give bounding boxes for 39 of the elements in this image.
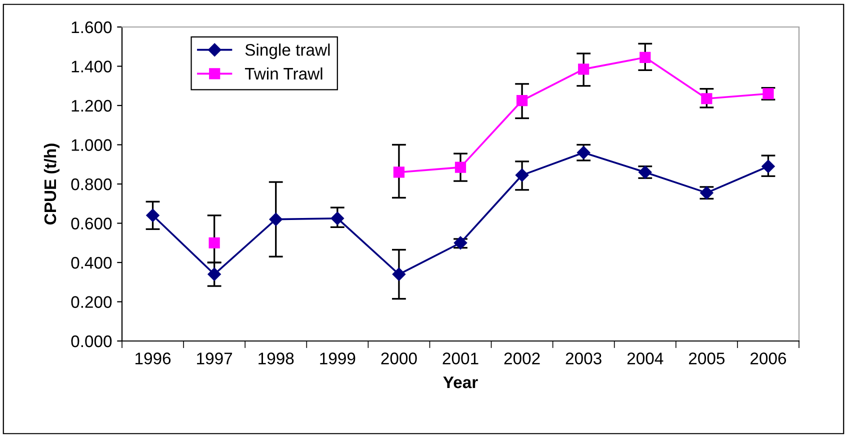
y-tick-label: 1.000 [72,139,112,151]
y-tick-label: 0.200 [71,296,112,308]
x-tick-label: 2001 [442,352,478,364]
x-tick-label: 1996 [136,352,171,364]
x-tick-label: 1998 [258,352,294,364]
x-tick-label: 2004 [627,352,664,364]
y-tick-label: 1.400 [72,60,112,72]
y-tick-label: 1.200 [72,100,112,112]
y-tick-label: 0.800 [71,178,112,190]
y-tick-label: 0.000 [71,335,112,348]
point [640,52,651,63]
y-axis-title: CPUE (t/h) [44,144,60,225]
x-tick-label: 1997 [197,352,232,364]
y-tick-label: 0.400 [71,256,112,269]
legend-label: Twin Trawl [244,67,322,80]
point [208,237,220,248]
point [516,95,528,106]
point [330,212,344,225]
x-tick-label: 2002 [504,352,540,364]
legend-label: Single trawl [245,44,330,60]
point [208,268,221,281]
point [762,88,774,100]
x-tick-label: 2000 [381,352,417,364]
point [393,166,405,178]
x-tick-label: 2003 [566,352,602,364]
point [146,208,160,222]
x-tick-label: 2006 [750,352,786,364]
y-tick-label: 1.600 [72,21,112,34]
x-axis-title: Year [443,376,478,388]
point [515,168,529,182]
x-tick-label: 1999 [320,352,356,364]
y-tick-label: 0.600 [71,218,112,230]
point [454,162,466,173]
point [701,93,712,104]
point [578,64,590,75]
x-tick-label: 2005 [688,352,725,364]
point [269,212,282,226]
point [392,268,406,281]
point [762,160,775,173]
